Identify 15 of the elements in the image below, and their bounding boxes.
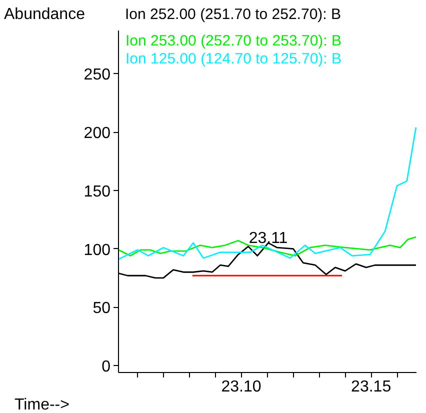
line-series [118, 126, 416, 260]
y-tick-label: 150 [84, 183, 111, 200]
text: Ion 125.00 (124.70 to 125.70): B [126, 50, 342, 68]
annotation: 23.11 [248, 230, 288, 247]
y-tick-label: 100 [84, 242, 111, 259]
y-tick-label: 200 [84, 125, 111, 142]
y-tick-label: 250 [84, 66, 111, 84]
x-tick-label: 23.15 [351, 378, 392, 396]
y-tick-label: 0 [102, 358, 111, 376]
text: Ion 253.00 (252.70 to 253.70): B [126, 32, 342, 50]
y-axis-title: Abundance [4, 5, 85, 25]
text: Ion 252.00 (251.70 to 252.70): B [125, 5, 341, 25]
y-tick-label: 50 [92, 300, 111, 318]
x-tick-label: 23.10 [221, 378, 262, 396]
x-axis-title: Time--> [14, 396, 70, 413]
